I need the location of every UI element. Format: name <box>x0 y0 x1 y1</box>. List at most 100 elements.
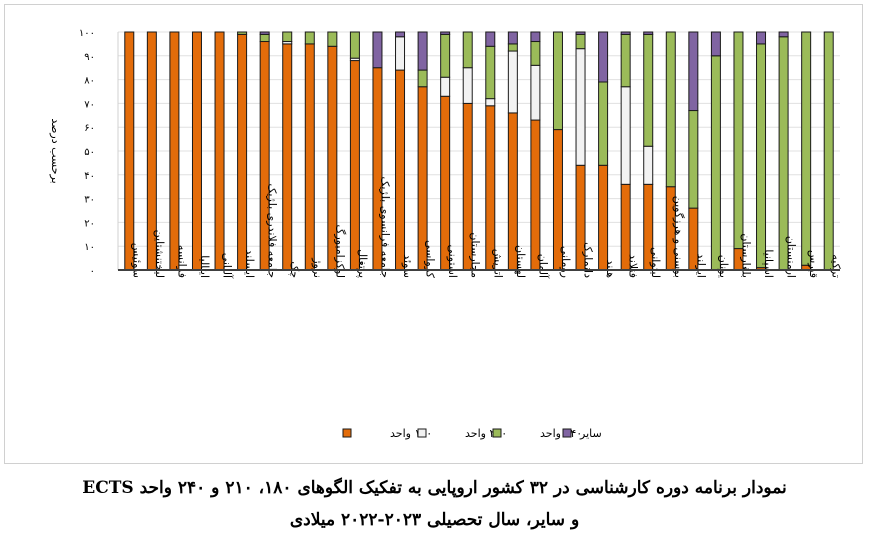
bar-segment <box>710 31 721 57</box>
x-tick-label: جامعه فرانسوی بلژیک <box>378 177 391 278</box>
bar-segment <box>552 31 563 131</box>
bar-segment <box>575 48 586 166</box>
bar-segment <box>620 86 631 185</box>
bar-segment <box>395 31 406 38</box>
bar-segment <box>349 60 360 271</box>
bar-segment <box>372 31 383 69</box>
x-tick-label: یونان <box>717 255 730 278</box>
bar-segment <box>440 31 451 35</box>
x-tick-label: بلغارستان <box>739 233 752 278</box>
bar-segment <box>417 69 428 88</box>
x-tick-label: لوکزامبورگ <box>333 225 346 278</box>
bar-segment <box>733 31 744 250</box>
bar-segment <box>598 31 609 83</box>
x-tick-label: فرانسه <box>175 245 188 278</box>
bar-segment <box>688 110 699 209</box>
bar-segment <box>575 33 586 50</box>
bar-segment <box>214 31 225 271</box>
x-tick-label: رومانی <box>559 246 572 278</box>
bar-segment <box>710 55 721 271</box>
legend-swatch <box>417 428 427 438</box>
chart-frame <box>4 4 863 464</box>
bar-segment <box>327 31 338 47</box>
x-tick-label: اسپانیا <box>762 249 775 278</box>
x-tick-label: لهستان <box>514 245 527 278</box>
bar-segment <box>124 31 135 271</box>
bar-segment <box>259 33 270 43</box>
bar-segment <box>598 164 609 271</box>
y-axis-label: برحسب درصد <box>49 118 62 183</box>
y-tick-label: ۵۰ <box>84 147 95 158</box>
x-tick-label: فنلاند <box>627 254 640 278</box>
caption-line-1: نمودار برنامه دوره کارشناسی در ۳۲ کشور ا… <box>82 478 787 498</box>
bar-segment <box>643 31 654 35</box>
legend-label: ۲۴۰ واحد <box>540 427 582 440</box>
bar-segment <box>282 43 293 271</box>
x-tick-label: سوئیس <box>130 243 143 278</box>
x-tick-label: آلبانی <box>221 253 235 279</box>
stacked-bar-chart: ۰ ۱۰ ۲۰ ۳۰ ۴۰ ۵۰ ۶۰ ۷۰ ۸۰ ۹۰ ۱۰۰ برحسب درصد سوئیس لیخ… <box>49 28 843 440</box>
bar-segment <box>507 50 518 114</box>
bar-segment <box>440 33 451 78</box>
bar-segment <box>620 33 631 88</box>
x-tick-label: مجارستان <box>469 232 482 278</box>
bar-segment <box>237 33 248 271</box>
bar-segment <box>665 31 676 188</box>
bar-segment <box>191 31 202 271</box>
x-tick-label: استونی <box>446 244 459 278</box>
bar-segment <box>778 31 789 38</box>
x-tick-label: ایتالیا <box>198 255 211 278</box>
bar-segment <box>598 81 609 166</box>
bar-segment <box>237 31 248 35</box>
bar-segment <box>462 31 473 69</box>
bar-segment <box>530 41 541 66</box>
y-tick-label: ۸۰ <box>84 76 95 87</box>
x-tick-label: ایرلند <box>694 253 707 278</box>
bar-segment <box>485 98 496 107</box>
y-tick-label: ۱۰ <box>84 242 95 253</box>
x-tick-label: جامعه فلاندری بلژیک <box>266 184 279 279</box>
x-tick-label: سوئد <box>401 254 414 278</box>
x-tick-label: پرتغال <box>356 249 369 278</box>
bar-segment <box>756 43 767 269</box>
bar-segment <box>169 31 180 271</box>
bar-segment <box>304 43 315 271</box>
bar-segment <box>530 119 541 271</box>
y-tick-label: ۱۰۰ <box>79 28 95 39</box>
bar-segment <box>417 31 428 71</box>
x-tick-label: کرواسی <box>424 240 437 279</box>
x-tick-label: قبرس <box>807 250 820 278</box>
bar-segment <box>462 67 473 104</box>
caption-line-2: و سایر، سال تحصیلی ۲۰۲۳-۲۰۲۲ میلادی <box>289 510 580 530</box>
y-tick-label: ۲۰ <box>84 218 95 229</box>
bar-segment <box>282 31 293 43</box>
bar-segment <box>440 76 451 97</box>
y-tick-label: ۶۰ <box>84 123 95 134</box>
x-tick-label: ارمنستان <box>785 236 798 278</box>
legend-swatch <box>562 428 572 438</box>
x-tick-label: لیتوانی <box>649 247 662 278</box>
x-tick-label: ایسلند <box>243 249 256 278</box>
bar-segment <box>395 69 406 271</box>
x-tick-label: نروژ <box>311 257 324 278</box>
x-tick-label: ترکیه <box>830 254 843 278</box>
y-tick-label: ۹۰ <box>84 52 95 63</box>
bar-segment <box>643 145 654 185</box>
y-tick-label: ۳۰ <box>84 195 95 206</box>
bar-segment <box>530 64 541 121</box>
x-tick-label: بوسنی و هرزگوین <box>672 196 685 278</box>
bar-segment <box>259 31 270 35</box>
y-tick-label: ۷۰ <box>84 99 95 110</box>
x-tick-label: دانمارک <box>582 242 595 278</box>
bar-segment <box>575 31 586 35</box>
bar-segment <box>530 31 541 43</box>
legend-swatch <box>342 428 352 438</box>
bar-segment <box>688 31 699 112</box>
x-tick-label: آلمان <box>536 254 550 279</box>
bar-segment <box>485 45 496 100</box>
bar-segment <box>620 31 631 35</box>
bar-segment <box>643 33 654 147</box>
bar-segment <box>485 31 496 47</box>
bar-segment <box>485 105 496 271</box>
bar-segment <box>823 31 834 271</box>
